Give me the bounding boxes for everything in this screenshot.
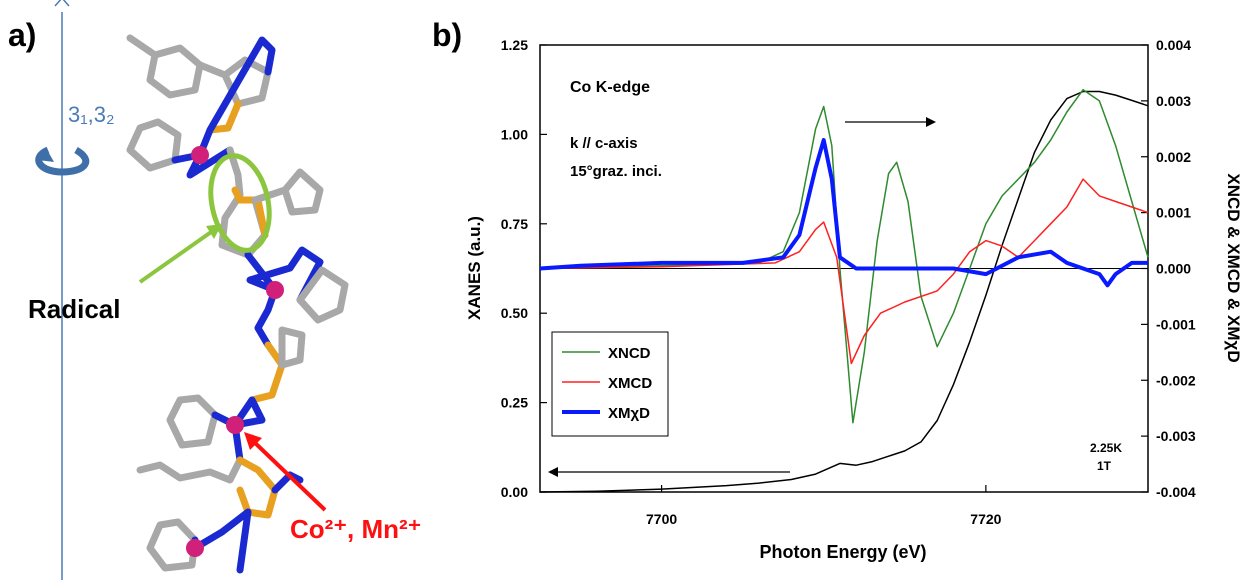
panel-label: a) — [8, 17, 36, 53]
rotation-arrowhead — [38, 148, 54, 162]
bond — [171, 146, 234, 179]
annotation: Co K-edge — [570, 79, 650, 96]
plot-area: 7700 7720 0.00 0.25 0.50 0.75 1.00 1.25 0.004 0.0… — [501, 37, 1196, 527]
annotation: 2.25K — [1090, 441, 1122, 455]
y-tick-label: 0.25 — [501, 395, 528, 411]
legend-label: XNCD — [608, 345, 651, 362]
radical-label: Radical — [28, 294, 121, 324]
y-tick-label: 1.00 — [501, 126, 528, 142]
y2-tick-label: 0.004 — [1156, 37, 1191, 53]
y2-tick-label: 0.000 — [1156, 261, 1191, 277]
ion-arrowhead — [244, 432, 262, 450]
arrowhead — [926, 117, 936, 127]
panel-label: b) — [432, 17, 462, 53]
data-line — [539, 90, 1149, 493]
molecule — [126, 34, 349, 574]
legend-box — [551, 331, 669, 437]
y-tick-label: 0.75 — [501, 216, 528, 232]
y-tick-label: 0.50 — [501, 305, 528, 321]
bond — [126, 34, 204, 99]
y2-tick-label: -0.003 — [1156, 428, 1196, 444]
bond — [251, 168, 324, 216]
y-tick-label: 0.00 — [501, 484, 528, 500]
metal-centers — [186, 146, 284, 557]
bond — [231, 186, 269, 239]
bond — [296, 266, 349, 324]
y2-tick-label: 0.001 — [1156, 205, 1191, 221]
legend-label: XMχD — [608, 405, 650, 422]
data-line — [539, 138, 1148, 288]
y-tick-label: 1.25 — [501, 37, 528, 53]
x-axis-label: Photon Energy (eV) — [759, 542, 926, 562]
y2-tick-label: 0.002 — [1156, 149, 1191, 165]
bond — [136, 456, 244, 484]
radical-arrowhead — [206, 224, 222, 239]
bond — [146, 518, 199, 572]
annotation: k // c-axis — [570, 135, 638, 152]
annotation: 1T — [1097, 459, 1112, 473]
ion-label: Co²⁺, Mn²⁺ — [290, 514, 421, 544]
y2-tick-label: -0.001 — [1156, 316, 1196, 332]
data-line — [539, 178, 1149, 365]
x-tick-label: 7720 — [970, 511, 1001, 527]
rotation-arrow — [35, 146, 90, 176]
metal-ion — [186, 539, 204, 557]
panel-a: a) 3₁,3₂ — [8, 0, 421, 580]
y2-tick-label: -0.004 — [1156, 484, 1196, 500]
y-axis-label: XANES (a.u.) — [465, 216, 484, 320]
bond — [196, 36, 276, 159]
x-tick-label: 7700 — [646, 511, 677, 527]
metal-ion — [226, 416, 244, 434]
bond — [278, 326, 306, 369]
radical-arrow — [138, 228, 216, 284]
y2-axis-label: XNCD & XMCD & XMχD — [1224, 173, 1243, 362]
ion-arrow — [250, 438, 327, 512]
radical-highlight — [208, 153, 272, 253]
annotation: 15°graz. inci. — [570, 163, 662, 180]
bond — [166, 394, 219, 449]
legend-label: XMCD — [608, 375, 652, 392]
bond — [236, 456, 279, 519]
data-line — [539, 88, 1149, 424]
arrowhead — [548, 467, 558, 477]
bond — [254, 286, 279, 349]
bond — [206, 100, 242, 134]
bond — [126, 118, 182, 172]
bond — [248, 341, 286, 404]
y2-tick-label: -0.002 — [1156, 372, 1196, 388]
metal-ion — [191, 146, 209, 164]
screw-label: 3₁,3₂ — [68, 102, 115, 127]
axis-arrowhead — [54, 0, 70, 7]
y2-tick-label: 0.003 — [1156, 93, 1191, 109]
bond — [191, 508, 252, 574]
metal-ion — [266, 281, 284, 299]
